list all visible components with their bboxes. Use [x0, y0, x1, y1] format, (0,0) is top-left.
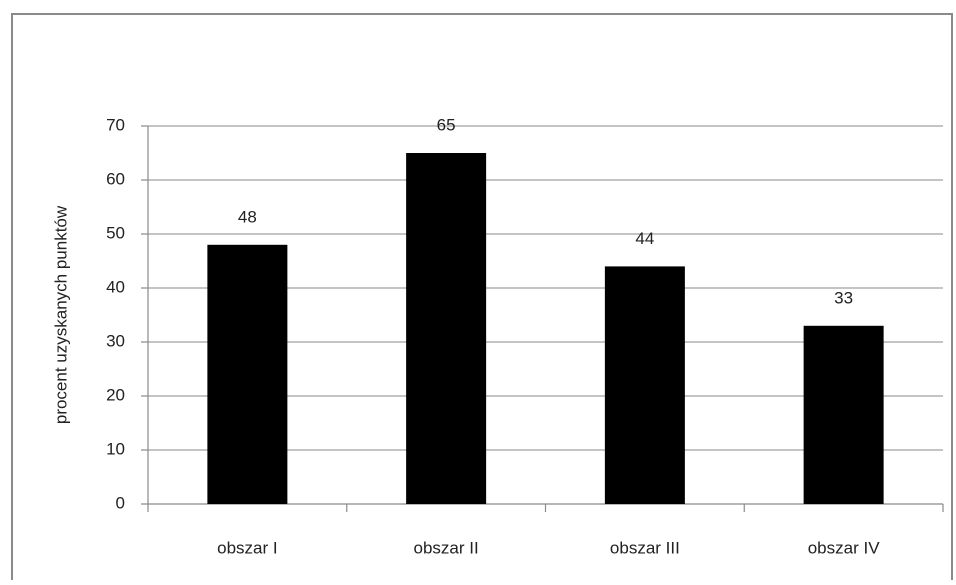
bar: [604, 266, 685, 504]
data-label: 65: [437, 115, 456, 134]
x-tick-label: obszar II: [414, 538, 479, 557]
y-tick-label: 50: [106, 223, 125, 242]
y-tick-label: 10: [106, 439, 125, 458]
y-tick-label: 70: [106, 115, 125, 134]
bar: [803, 325, 884, 504]
data-label: 44: [635, 229, 654, 248]
bar: [406, 153, 487, 504]
y-tick-label: 40: [106, 277, 125, 296]
x-tick-label: obszar III: [610, 538, 680, 557]
x-tick-label: obszar IV: [808, 538, 880, 557]
y-axis-label: procent uzyskanych punktów: [51, 205, 70, 424]
bar: [207, 244, 288, 505]
x-tick-label: obszar I: [217, 538, 277, 557]
y-tick-label: 0: [116, 493, 125, 512]
data-label: 33: [834, 288, 853, 307]
y-tick-label: 60: [106, 169, 125, 188]
y-tick-label: 30: [106, 331, 125, 350]
y-tick-label: 20: [106, 385, 125, 404]
data-label: 48: [238, 207, 257, 226]
